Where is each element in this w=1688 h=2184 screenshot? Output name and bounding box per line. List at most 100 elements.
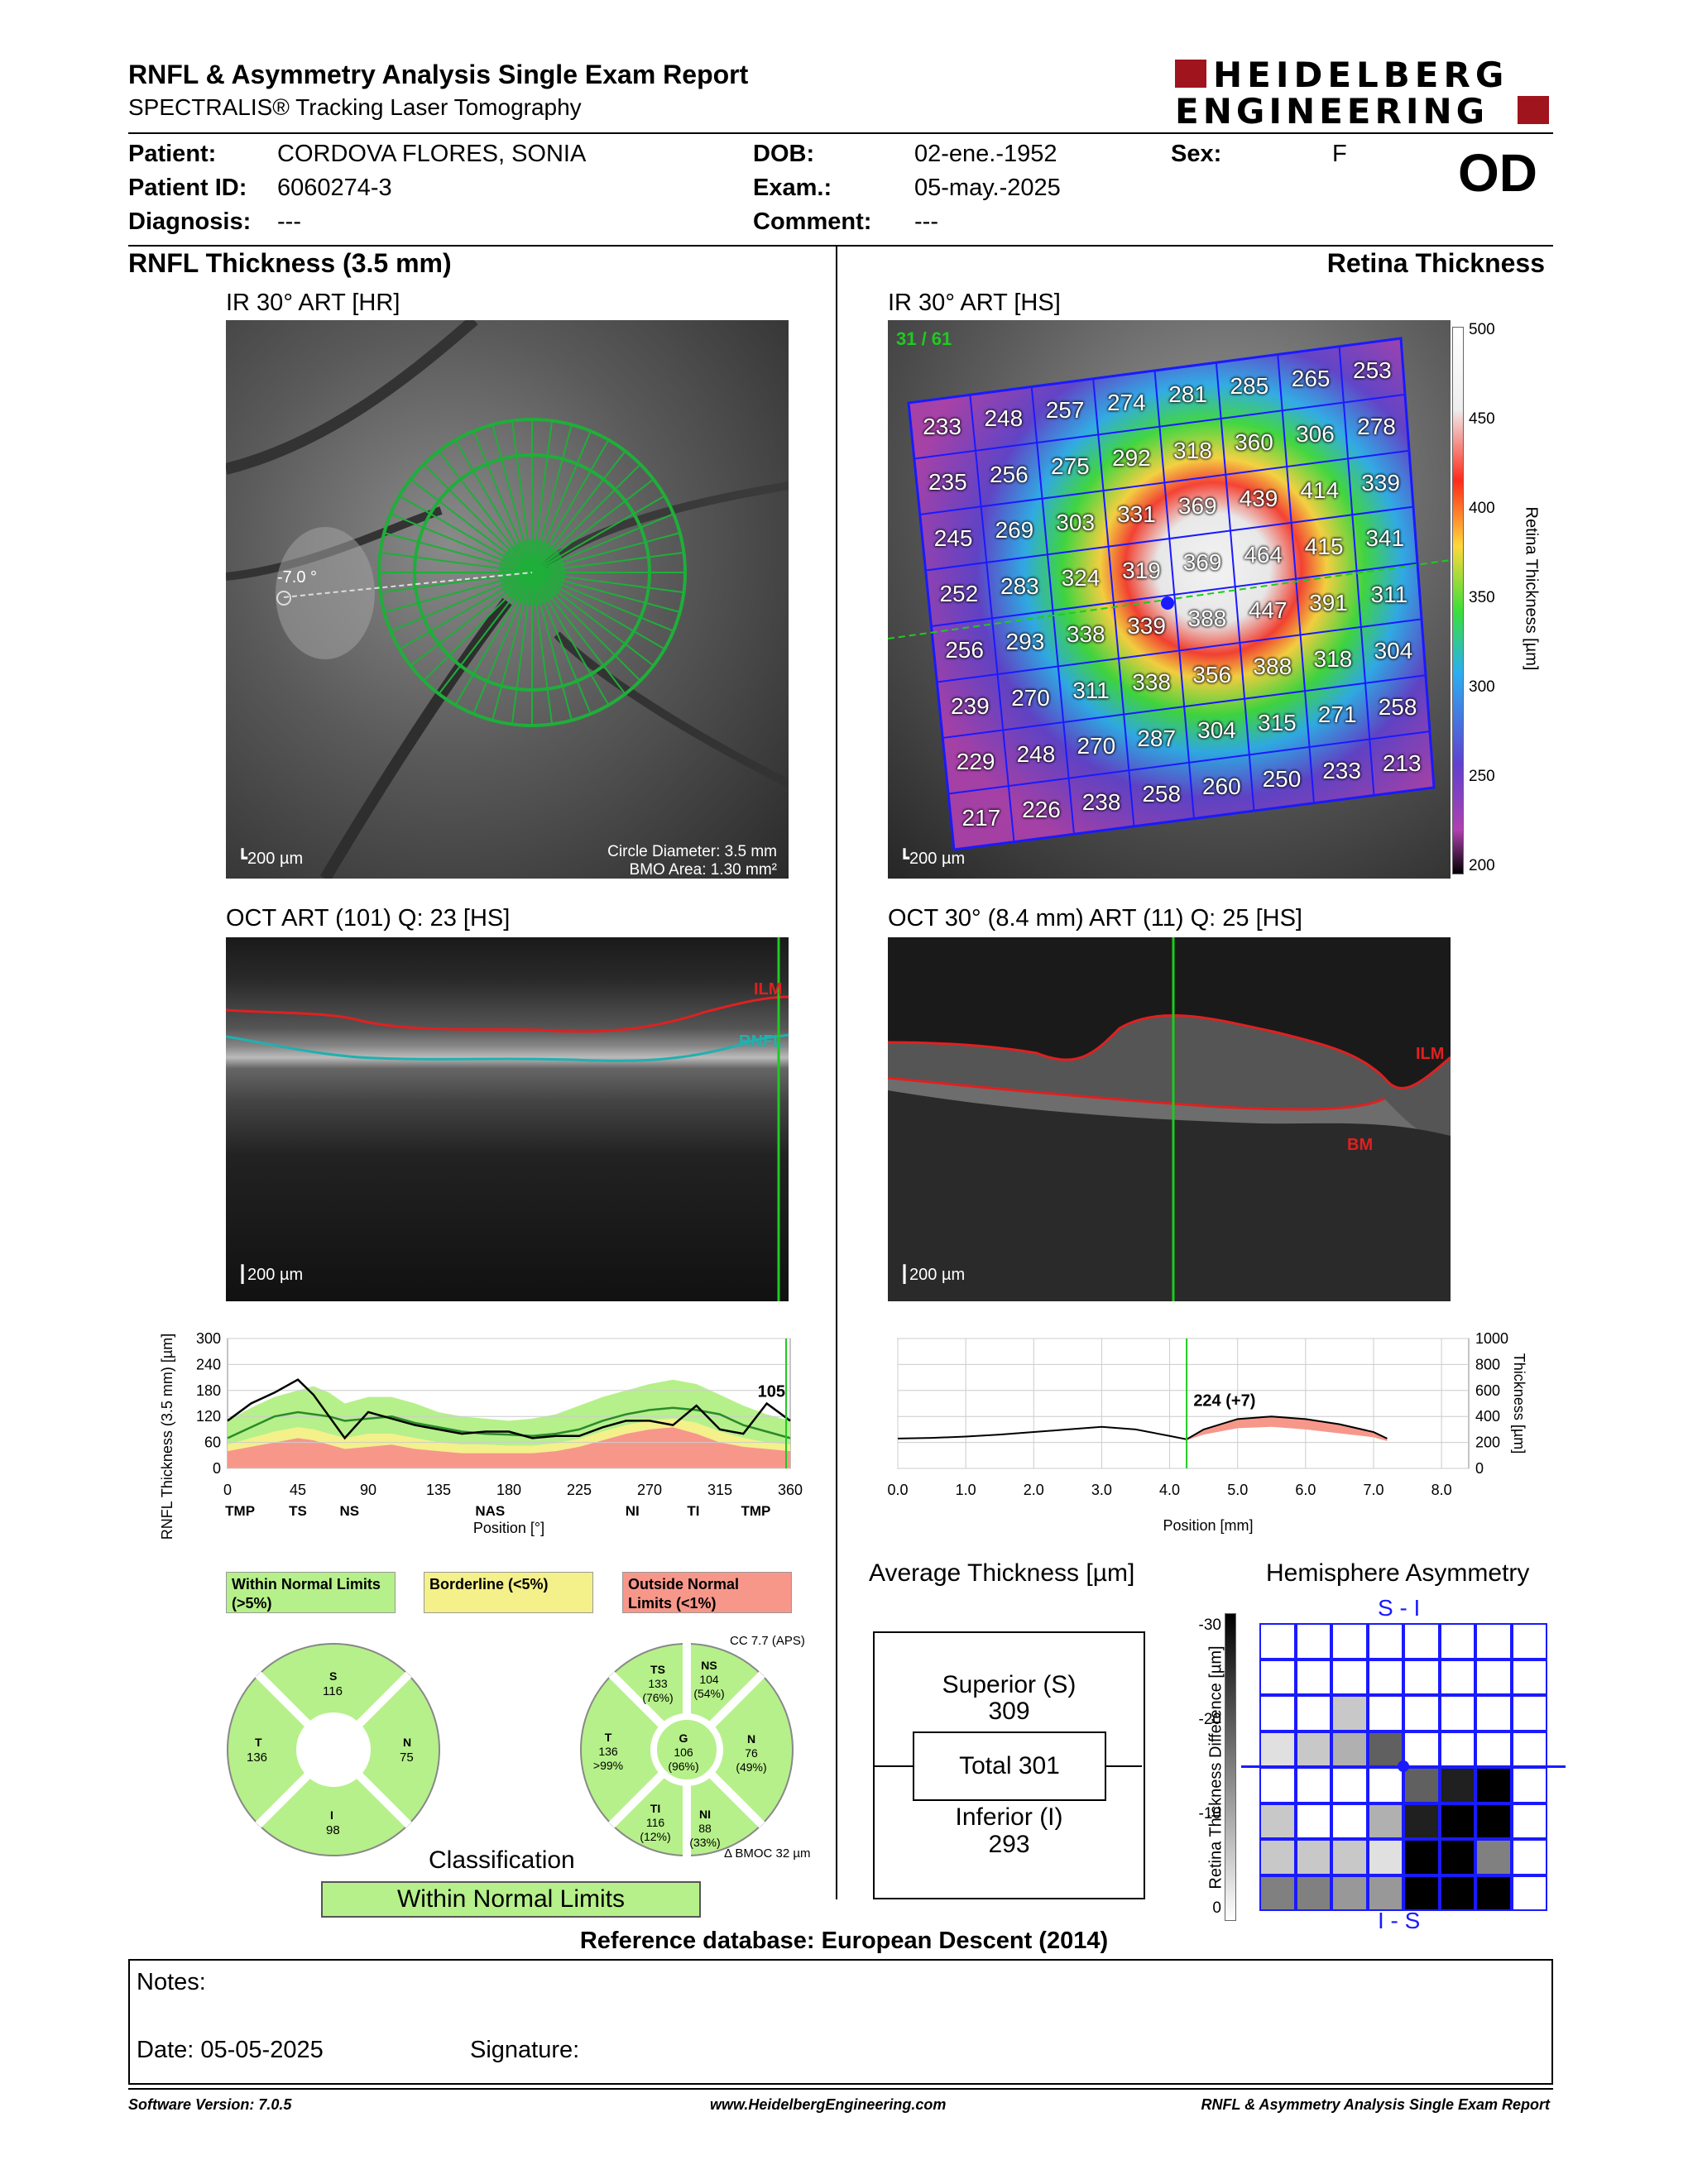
x-tick-label: 270 — [637, 1482, 662, 1498]
asymmetry-cell — [1295, 1875, 1331, 1911]
patient-id: 6060274-3 — [277, 175, 392, 201]
sector-label: TI — [650, 1802, 661, 1815]
thickness-colorbar — [1452, 327, 1464, 874]
sector-label: G — [679, 1731, 688, 1745]
grid-cell-value: 391 — [1309, 589, 1348, 615]
grid-cell-value: 306 — [1296, 421, 1335, 448]
asymmetry-cell — [1295, 1767, 1331, 1803]
asymmetry-tick: -20 — [1198, 1711, 1221, 1728]
legend-borderline-text: Borderline (<5%) — [429, 1576, 549, 1592]
sex-value: F — [1332, 141, 1347, 167]
grid-cell-value: 285 — [1230, 373, 1269, 400]
asymmetry-cell — [1511, 1803, 1547, 1839]
asymmetry-cell — [1331, 1875, 1368, 1911]
sector-label: TI — [687, 1503, 699, 1519]
dob-value: 02-ene.-1952 — [914, 141, 1057, 167]
right-ir-fundus-image: 233 248 257 274 281 285 265 253 235 256 275 292 318 3… — [888, 320, 1451, 879]
patient-divider — [128, 245, 1553, 247]
grid-cell-value: 275 — [1051, 453, 1090, 480]
etdrs-grid-lines — [914, 346, 1431, 842]
asymmetry-cell — [1439, 1623, 1475, 1660]
legend-outside-normal-text: Outside Normal Limits (<1%) — [628, 1576, 740, 1612]
sector-value: 136 — [598, 1745, 618, 1758]
asymmetry-cell — [1475, 1659, 1512, 1695]
sector-ti: TI 116 (12%) — [631, 1802, 680, 1844]
grid-cell-value: 226 — [1022, 797, 1061, 823]
simple-s-value: 116 — [323, 1684, 343, 1698]
scan-counter: 31 / 61 — [896, 328, 952, 349]
right-ir-scale-text: 200 µm — [909, 850, 966, 868]
y-tick-label: 400 — [1475, 1408, 1500, 1425]
y-tick-label: 1000 — [1475, 1330, 1508, 1347]
asymmetry-cell — [1439, 1695, 1475, 1731]
grid-cell-value: 388 — [1253, 654, 1292, 680]
notes-box[interactable] — [128, 1959, 1553, 2085]
reference-database: Reference database: European Descent (20… — [579, 1928, 1109, 1954]
y-tick-label: 200 — [1475, 1434, 1500, 1451]
sector-percentile: (76%) — [642, 1691, 674, 1704]
x-tick-label: 135 — [426, 1482, 451, 1498]
simple-s-label: S — [329, 1669, 338, 1683]
asymmetry-bottom-label: I - S — [1378, 1908, 1421, 1933]
asymmetry-cell — [1367, 1695, 1403, 1731]
x-tick-label: 1.0 — [956, 1482, 976, 1498]
grid-cell-value: 265 — [1291, 365, 1331, 391]
simple-i-value: 98 — [326, 1823, 340, 1837]
superior-label: Superior (S) — [942, 1671, 1077, 1698]
sector-value: 116 — [645, 1816, 665, 1829]
grid-cell-value: 260 — [1201, 773, 1241, 799]
retina-section-title: Retina Thickness — [1326, 248, 1545, 278]
grid-cell-value: 270 — [1077, 733, 1116, 759]
y-tick-label: 0 — [1475, 1460, 1484, 1477]
simple-t-label: T — [255, 1736, 262, 1749]
website-link[interactable]: www.HeidelbergEngineering.com — [710, 2096, 947, 2113]
colorbar-tick: 300 — [1469, 678, 1495, 696]
x-tick-label: 2.0 — [1024, 1482, 1044, 1498]
sector-ns: NS 104 (54%) — [684, 1659, 734, 1701]
y-tick-label: 60 — [204, 1434, 221, 1451]
header-divider — [128, 132, 1553, 134]
right-oct-bscan: ILM BM ┃200 µm — [888, 937, 1451, 1301]
eye-indicator: OD — [1458, 143, 1537, 203]
asymmetry-cell — [1511, 1839, 1547, 1875]
asymmetry-cell — [1511, 1659, 1547, 1695]
patient-name: CORDOVA FLORES, SONIA — [277, 141, 587, 167]
grid-cell-value: 318 — [1313, 645, 1353, 672]
rnfl-profile-chart: 0 60 120 180 240 300 0 45 90 135 180 225 270 315 360 TM… — [159, 1330, 803, 1540]
asymmetry-cell — [1367, 1767, 1403, 1803]
grid-cell-value: 311 — [1072, 677, 1110, 703]
colorbar-tick: 400 — [1469, 500, 1495, 517]
asymmetry-cell — [1295, 1839, 1331, 1875]
total-box: Total 301 — [913, 1731, 1106, 1801]
simple-t-value: 136 — [247, 1751, 268, 1765]
asymmetry-center-marker — [1398, 1760, 1409, 1772]
grid-cell-value: 248 — [1016, 740, 1056, 767]
sector-value: 88 — [698, 1822, 712, 1835]
grid-cell-value: 439 — [1239, 485, 1278, 511]
grid-cell-value: 229 — [956, 749, 995, 775]
total-value: Total 301 — [959, 1752, 1060, 1779]
classification-box: Within Normal Limits — [321, 1881, 701, 1918]
grid-cell-value: 304 — [1197, 717, 1236, 744]
left-oct-caption: OCT ART (101) Q: 23 [HS] — [226, 905, 511, 932]
asymmetry-cell — [1331, 1839, 1368, 1875]
asymmetry-cell — [1295, 1659, 1331, 1695]
asymmetry-cell — [1475, 1839, 1512, 1875]
x-tick-label: 5.0 — [1227, 1482, 1248, 1498]
asymmetry-cell — [1331, 1803, 1368, 1839]
grid-cell-value: 303 — [1056, 509, 1096, 535]
asymmetry-cell — [1475, 1731, 1512, 1767]
x-tick-label: 90 — [360, 1482, 376, 1498]
asymmetry-grid — [1259, 1623, 1547, 1911]
sector-label: TMP — [741, 1503, 770, 1519]
bmoc-label: Δ BMOC 32 µm — [724, 1846, 811, 1861]
left-ir-fundus-image: -7.0 ° ┗200 µm Circle Diameter: 3.5 mm B… — [226, 320, 789, 879]
sex-label: Sex: — [1171, 141, 1222, 167]
asymmetry-cell — [1295, 1731, 1331, 1767]
grid-cell-value: 256 — [945, 636, 984, 663]
grid-cell-value: 388 — [1187, 605, 1227, 631]
x-axis-label: Position [°] — [473, 1520, 544, 1536]
grid-cell-value: 318 — [1173, 437, 1212, 463]
date-label: Date: 05-05-2025 — [137, 2037, 324, 2063]
sector-n: N 76 (49%) — [727, 1732, 776, 1774]
